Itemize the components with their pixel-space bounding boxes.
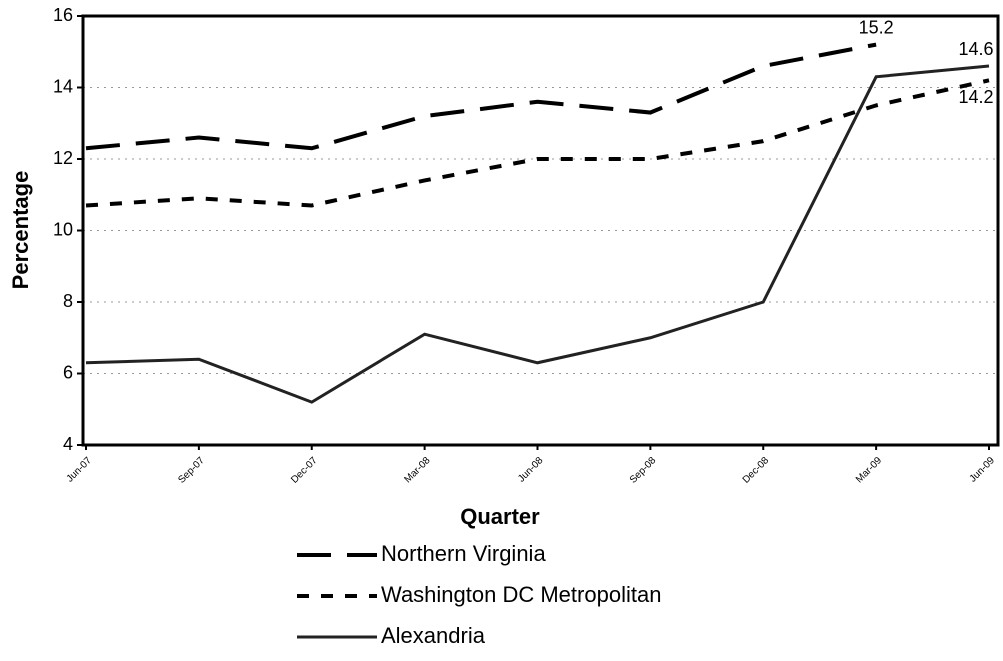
plot-frame <box>81 14 1000 447</box>
data-label: 15.2 <box>859 17 894 37</box>
data-label: 14.2 <box>958 87 993 107</box>
x-tick-label: Dec-07 <box>289 455 320 486</box>
y-tick-label: 6 <box>63 362 73 382</box>
series-line <box>85 64 990 404</box>
y-axis-title: Percentage <box>8 171 33 290</box>
x-tick-label: Sep-08 <box>628 455 659 486</box>
legend-label: Alexandria <box>381 623 486 648</box>
data-label: 14.6 <box>958 39 993 59</box>
legend-label: Washington DC Metropolitan <box>381 582 661 607</box>
y-tick-label: 10 <box>53 219 73 239</box>
legend-label: Northern Virginia <box>381 541 546 566</box>
y-tick-label: 8 <box>63 291 73 311</box>
series-line <box>85 78 990 208</box>
y-tick-label: 12 <box>53 148 73 168</box>
x-tick-label: Jun-07 <box>65 455 95 485</box>
series-line <box>85 42 877 151</box>
y-tick-label: 4 <box>63 434 73 454</box>
x-tick-label: Jun-09 <box>968 455 998 485</box>
y-tick-label: 16 <box>53 5 73 25</box>
x-tick-label: Jun-08 <box>516 455 546 485</box>
x-tick-label: Mar-09 <box>854 455 884 485</box>
y-tick-label: 14 <box>53 76 73 96</box>
x-tick-label: Dec-08 <box>741 455 772 486</box>
x-tick-label: Sep-07 <box>176 455 207 486</box>
x-tick-label: Mar-08 <box>402 455 432 485</box>
x-axis-title: Quarter <box>460 504 540 529</box>
